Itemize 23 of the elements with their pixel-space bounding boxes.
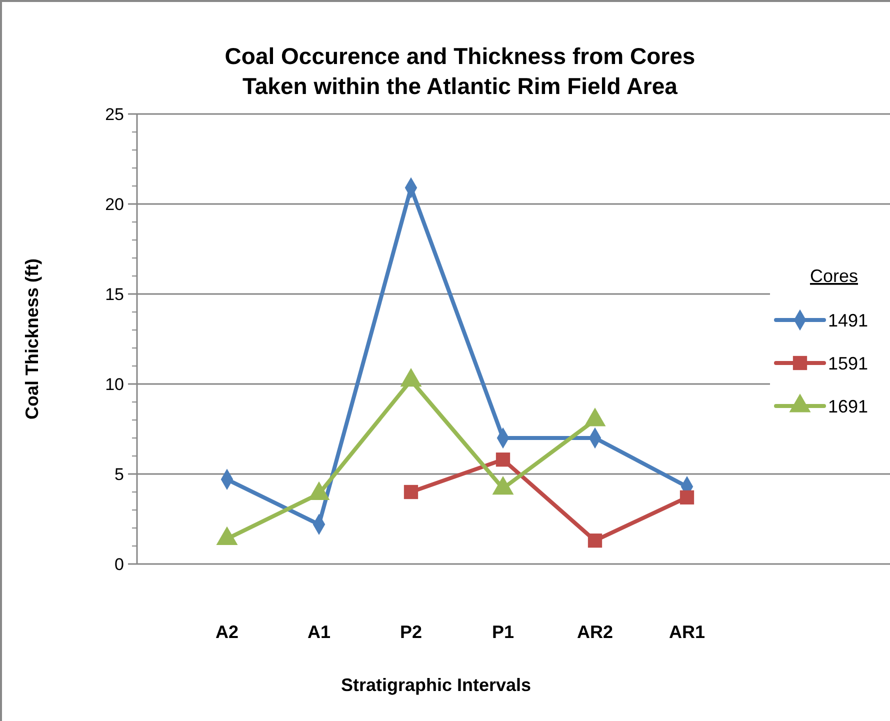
legend-title: Cores bbox=[810, 266, 858, 286]
x-axis-title: Stratigraphic Intervals bbox=[340, 675, 532, 695]
x-tick-label: AR2 bbox=[576, 622, 614, 642]
legend-label: 1691 bbox=[828, 396, 868, 416]
x-tick-label: AR1 bbox=[668, 622, 706, 642]
x-tick-label: P1 bbox=[492, 622, 514, 642]
legend-label: 1491 bbox=[828, 310, 868, 330]
point bbox=[404, 484, 418, 500]
legend-label: 1591 bbox=[828, 353, 868, 374]
point bbox=[680, 490, 694, 504]
x-tick-label: A2 bbox=[215, 622, 239, 642]
point bbox=[496, 452, 510, 467]
y-axis-title: Coal Thickness (ft) bbox=[22, 258, 42, 420]
chart-title: Coal Occurence and Thickness from Cores Taken within the Atlantic Rim Field Area bbox=[224, 43, 696, 99]
y-tick-label: 0 bbox=[114, 554, 124, 574]
y-tick-label: 25 bbox=[105, 104, 124, 124]
y-tick-label: 5 bbox=[114, 464, 124, 484]
y-tick-label: 10 bbox=[105, 374, 124, 394]
y-tick-label: 20 bbox=[105, 194, 124, 214]
point bbox=[588, 534, 602, 548]
y-tick-label: 15 bbox=[105, 284, 124, 304]
x-tick-label: P2 bbox=[400, 622, 422, 642]
x-tick-label: A1 bbox=[307, 622, 331, 642]
